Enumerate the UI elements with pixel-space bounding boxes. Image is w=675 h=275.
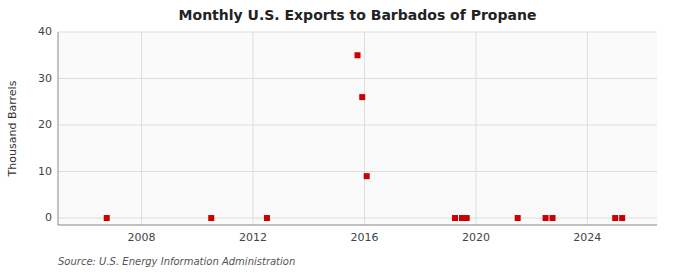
point [208,215,214,221]
x-grid-line [475,32,476,225]
plot-background [58,32,657,225]
y-tick-label: 0 [45,211,52,224]
point [264,215,270,221]
y-tick-label: 10 [38,165,52,178]
point [364,173,370,179]
y-tick-label: 30 [38,72,52,85]
chart-container: 0 10 20 30 40 2008 2012 2016 2020 2024 Monthly U.S… [0,0,675,275]
point [452,215,458,221]
y-grid-line [58,78,657,79]
x-grid-line [587,32,588,225]
y-grid-line [58,171,657,172]
x-grid-line [364,32,365,225]
x-tick-label: 2008 [128,231,156,244]
title: Monthly U.S. Exports to Barbados of Prop… [179,7,537,23]
x-tick-label: 2012 [239,231,267,244]
x-tick-label: 2020 [462,231,490,244]
x-tick-label: 2016 [350,231,378,244]
y-grid-line [58,218,657,219]
y-tick-label: 40 [38,25,52,38]
x-tick-label: 2024 [573,231,601,244]
source-note: Source: U.S. Energy Information Administ… [58,256,295,267]
y-grid-line [58,125,657,126]
point [104,215,110,221]
y-axis-line [58,32,59,225]
point [612,215,618,221]
x-grid-line [141,32,142,225]
x-grid-line [253,32,254,225]
x-axis-line [58,225,657,226]
y-tick-label: 20 [38,118,52,131]
points [104,52,625,221]
y-grid-line [58,32,657,33]
point [619,215,625,221]
point [355,52,361,58]
point [359,94,365,100]
grid [58,32,657,225]
point [550,215,556,221]
chart-svg: 0 10 20 30 40 2008 2012 2016 2020 2024 Monthly U.S… [0,0,675,275]
point [543,215,549,221]
y-axis-label: Thousand Barrels [6,80,19,177]
point [515,215,521,221]
point [464,215,470,221]
